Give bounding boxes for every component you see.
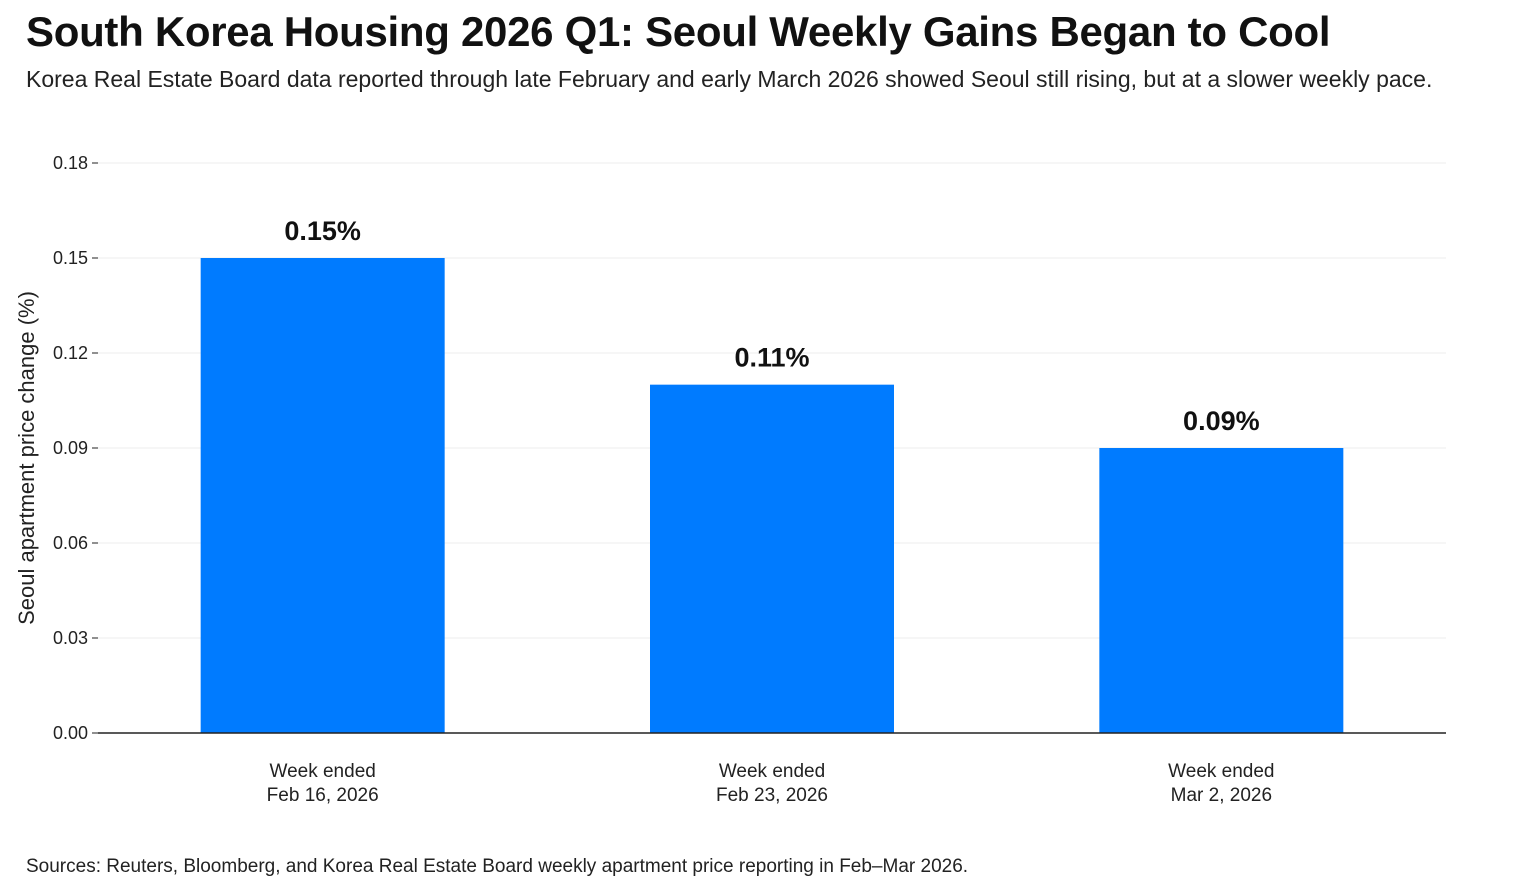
chart-title: South Korea Housing 2026 Q1: Seoul Weekl… (26, 8, 1331, 55)
y-tick-label: 0.18 (53, 153, 88, 173)
bar (1099, 448, 1344, 733)
data-label: 0.15% (284, 216, 361, 246)
x-tick-label: Mar 2, 2026 (1171, 785, 1272, 806)
x-tick-label: Feb 23, 2026 (716, 785, 828, 806)
x-tick-label: Feb 16, 2026 (267, 785, 379, 806)
axes (92, 162, 1446, 734)
y-tick-label: 0.00 (53, 723, 88, 743)
y-tick-label: 0.06 (53, 533, 88, 553)
data-label: 0.11% (734, 343, 809, 373)
chart-subtitle: Korea Real Estate Board data reported th… (26, 66, 1433, 92)
y-tick-label: 0.03 (53, 628, 88, 648)
labels: 0.00 0.03 0.06 0.09 0.12 0.15 0.18 0.15% Week en… (14, 153, 1275, 806)
x-tick-label: Week ended (1168, 761, 1274, 782)
x-tick-label: Week ended (269, 761, 375, 782)
bar (650, 384, 894, 733)
x-tick-label: Week ended (719, 761, 825, 782)
y-tick-label: 0.15 (53, 248, 88, 268)
sources-note: Sources: Reuters, Bloomberg, and Korea R… (26, 856, 969, 877)
y-tick-label: 0.09 (53, 438, 88, 458)
bar (200, 258, 445, 733)
data-label: 0.09% (1183, 406, 1260, 436)
y-tick-label: 0.12 (53, 343, 88, 363)
bars (200, 258, 1344, 733)
y-axis-label: Seoul apartment price change (%) (14, 291, 39, 625)
